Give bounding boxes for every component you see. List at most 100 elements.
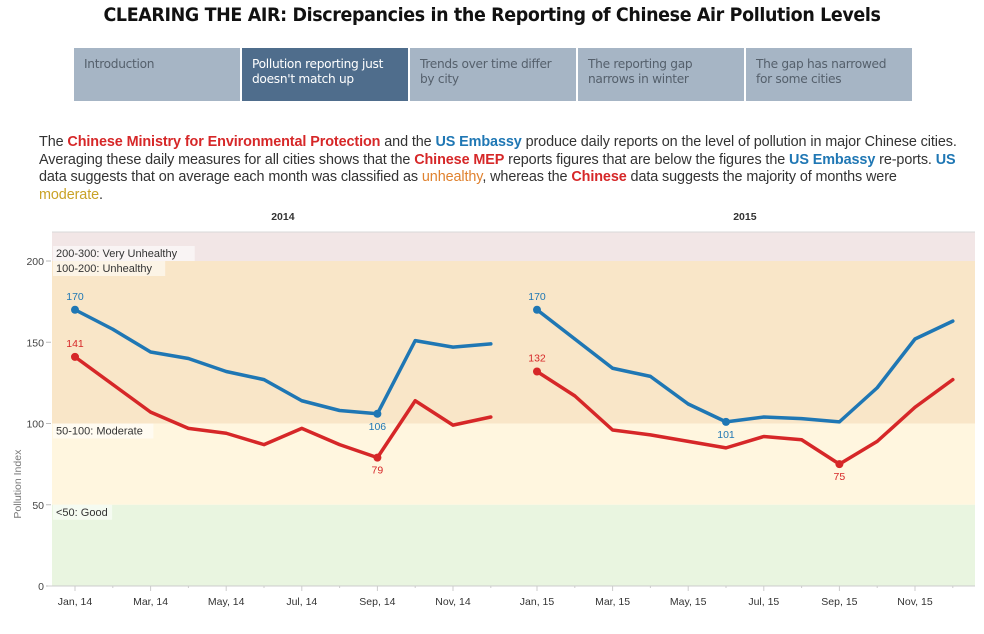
data-point[interactable] bbox=[951, 319, 955, 323]
data-point[interactable] bbox=[489, 415, 493, 419]
data-point[interactable] bbox=[724, 446, 728, 450]
intro-paragraph: The Chinese Ministry for Environmental P… bbox=[39, 134, 959, 204]
data-point[interactable] bbox=[262, 378, 266, 382]
highlight-us-embassy: US Embassy bbox=[789, 151, 876, 168]
data-label: 75 bbox=[834, 471, 846, 483]
data-point[interactable] bbox=[300, 426, 304, 430]
data-point[interactable] bbox=[611, 366, 615, 370]
data-label: 132 bbox=[528, 353, 546, 365]
data-point[interactable] bbox=[451, 423, 455, 427]
data-point[interactable] bbox=[722, 417, 730, 426]
highlight-us-embassy: US Embassy bbox=[435, 134, 522, 150]
x-tick-label: Sep, 14 bbox=[359, 596, 395, 608]
data-point[interactable] bbox=[837, 420, 841, 424]
data-point[interactable] bbox=[573, 337, 577, 341]
intro-text: data suggests the majority of months wer… bbox=[626, 169, 897, 185]
intro-text: produce daily reports on the level of po… bbox=[39, 134, 957, 168]
data-point[interactable] bbox=[648, 374, 652, 378]
data-label: 170 bbox=[66, 291, 84, 303]
data-label: 141 bbox=[66, 338, 84, 350]
data-point[interactable] bbox=[413, 399, 417, 403]
y-axis-title: Pollution Index bbox=[12, 449, 24, 519]
data-label: 79 bbox=[372, 465, 384, 477]
intro-text: , whereas the bbox=[482, 169, 572, 185]
data-point[interactable] bbox=[413, 339, 417, 343]
data-point[interactable] bbox=[186, 426, 190, 430]
y-tick-label: 0 bbox=[38, 581, 44, 593]
intro-text: reports figures that are below the figur… bbox=[504, 151, 790, 168]
band-0-50 bbox=[52, 504, 975, 586]
x-tick-label: Nov, 15 bbox=[897, 596, 933, 608]
chinese-mep-line-2015 bbox=[535, 369, 955, 466]
band-200-300 bbox=[52, 232, 975, 261]
band-label: 50-100: Moderate bbox=[56, 426, 143, 438]
x-tick-label: Jul, 15 bbox=[748, 596, 779, 608]
intro-text: data suggests that on average each month… bbox=[39, 169, 422, 185]
data-point[interactable] bbox=[648, 433, 652, 437]
x-tick-label: Sep, 15 bbox=[821, 596, 857, 608]
y-tick-label: 150 bbox=[26, 337, 44, 349]
y-tick-label: 200 bbox=[26, 256, 44, 268]
data-point[interactable] bbox=[800, 438, 804, 442]
data-point[interactable] bbox=[913, 337, 917, 341]
tab-introduction[interactable]: Introduction bbox=[74, 48, 240, 101]
tab-gap-narrowed[interactable]: The gap has narrowed for some cities bbox=[746, 48, 912, 101]
band-100-200 bbox=[52, 261, 975, 424]
data-point[interactable] bbox=[762, 435, 766, 438]
data-point[interactable] bbox=[186, 357, 190, 360]
data-label: 170 bbox=[528, 291, 546, 303]
x-tick-label: Mar, 15 bbox=[595, 596, 630, 608]
data-point[interactable] bbox=[262, 443, 266, 447]
data-point[interactable] bbox=[686, 439, 690, 443]
tab-gap-winter[interactable]: The reporting gap narrows in winter bbox=[578, 48, 744, 101]
data-point[interactable] bbox=[762, 415, 766, 419]
data-point[interactable] bbox=[875, 439, 879, 443]
highlight-moderate: moderate bbox=[39, 186, 99, 203]
highlight-unhealthy: unhealthy bbox=[421, 169, 483, 185]
data-point[interactable] bbox=[533, 367, 541, 376]
data-point[interactable] bbox=[686, 402, 690, 406]
band-50-100 bbox=[52, 423, 975, 505]
data-point[interactable] bbox=[71, 352, 79, 361]
data-point[interactable] bbox=[373, 409, 382, 418]
x-tick-label: May, 15 bbox=[670, 596, 707, 608]
data-point[interactable] bbox=[451, 345, 455, 349]
data-point[interactable] bbox=[913, 405, 917, 409]
x-tick-label: May, 14 bbox=[208, 596, 245, 608]
band-label: 100-200: Unhealthy bbox=[56, 263, 153, 275]
data-point[interactable] bbox=[224, 370, 228, 373]
data-point[interactable] bbox=[300, 399, 304, 403]
data-point[interactable] bbox=[149, 350, 153, 354]
story-tabs: Introduction Pollution reporting just do… bbox=[74, 48, 912, 101]
x-tick-label: Jan, 14 bbox=[58, 596, 93, 608]
data-point[interactable] bbox=[224, 431, 228, 435]
data-point[interactable] bbox=[951, 378, 955, 382]
us-embassy-line-2015 bbox=[535, 308, 955, 424]
data-point[interactable] bbox=[573, 394, 577, 398]
x-tick-label: Nov, 14 bbox=[435, 596, 471, 608]
data-point[interactable] bbox=[149, 410, 153, 414]
highlight-chinese-ministry: Chinese Ministry for Environmental Prote… bbox=[67, 134, 381, 150]
tab-pollution-reporting[interactable]: Pollution reporting just doesn't match u… bbox=[242, 48, 408, 101]
data-label: 101 bbox=[717, 429, 735, 441]
data-point[interactable] bbox=[835, 460, 844, 469]
data-point[interactable] bbox=[533, 305, 541, 314]
highlight-chinese-mep: Chinese MEP bbox=[414, 151, 505, 168]
data-point[interactable] bbox=[338, 409, 342, 412]
highlight-us: US bbox=[935, 151, 956, 168]
panel-year-header: 2015 bbox=[733, 211, 757, 223]
data-point[interactable] bbox=[111, 383, 115, 386]
y-tick-label: 50 bbox=[32, 500, 44, 512]
intro-text: and the bbox=[380, 134, 436, 150]
data-point[interactable] bbox=[111, 327, 115, 331]
data-point[interactable] bbox=[611, 428, 615, 432]
data-point[interactable] bbox=[338, 443, 342, 447]
data-point[interactable] bbox=[489, 342, 493, 346]
tab-trends-by-city[interactable]: Trends over time differ by city bbox=[410, 48, 576, 101]
page-title: CLEARING THE AIR: Discrepancies in the R… bbox=[103, 4, 881, 26]
data-point[interactable] bbox=[373, 453, 382, 462]
data-point[interactable] bbox=[875, 386, 879, 390]
data-point[interactable] bbox=[71, 305, 79, 314]
band-label: 200-300: Very Unhealthy bbox=[56, 248, 178, 260]
data-point[interactable] bbox=[800, 417, 804, 421]
